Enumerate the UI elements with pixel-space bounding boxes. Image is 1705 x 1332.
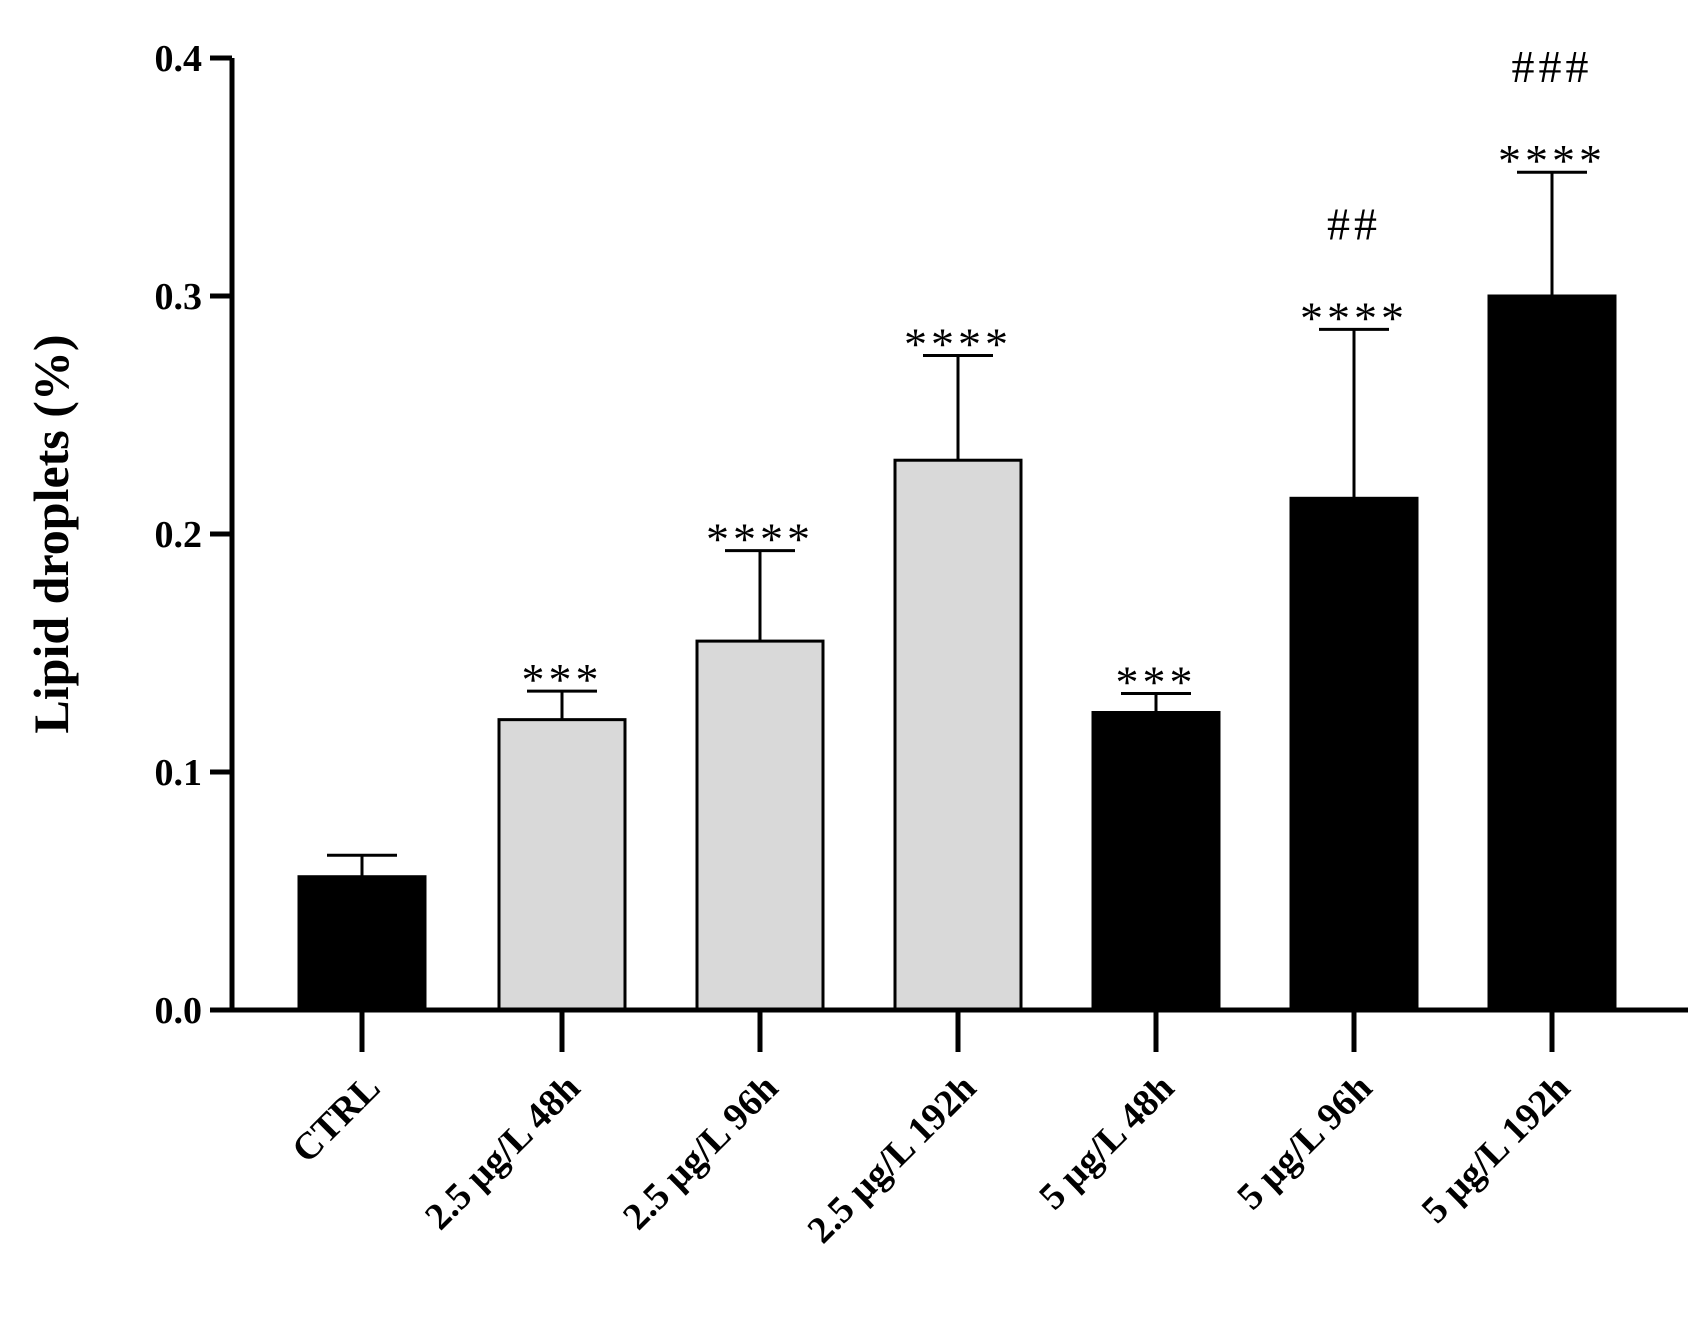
x-tick-label: 2.5 µg/L 96h <box>615 1067 786 1238</box>
significance-label: **** <box>1300 292 1408 343</box>
y-tick-label: 0.2 <box>155 514 203 556</box>
significance-label: *** <box>1116 656 1197 707</box>
bar <box>1289 496 1419 1012</box>
bar <box>1487 294 1617 1012</box>
significance-label: **** <box>1498 135 1606 186</box>
x-tick-label: 2.5 µg/L 48h <box>417 1067 588 1238</box>
bar <box>297 875 427 1012</box>
bars-layer: ******************##****### <box>297 41 1617 1012</box>
significance-label: ### <box>1512 41 1593 92</box>
y-tick-label: 0.1 <box>155 752 203 794</box>
x-tick-label: 5 µg/L 48h <box>1031 1067 1182 1218</box>
significance-label: ## <box>1327 198 1381 249</box>
x-tick-label: 2.5 µg/L 192h <box>800 1067 985 1252</box>
bar <box>893 458 1023 1012</box>
significance-label: **** <box>904 319 1012 370</box>
y-axis-title: Lipid droplets (%) <box>23 334 79 733</box>
significance-label: *** <box>522 654 603 705</box>
y-tick-label: 0.0 <box>155 990 203 1032</box>
bar <box>497 718 627 1012</box>
x-tick-label: 5 µg/L 192h <box>1414 1067 1579 1232</box>
bar <box>695 639 825 1012</box>
x-tick-label: CTRL <box>284 1067 388 1171</box>
bar <box>1091 711 1221 1012</box>
y-tick-label: 0.4 <box>155 38 203 80</box>
x-tick-label: 5 µg/L 96h <box>1229 1067 1380 1218</box>
y-tick-label: 0.3 <box>155 276 203 318</box>
significance-label: **** <box>706 514 814 565</box>
